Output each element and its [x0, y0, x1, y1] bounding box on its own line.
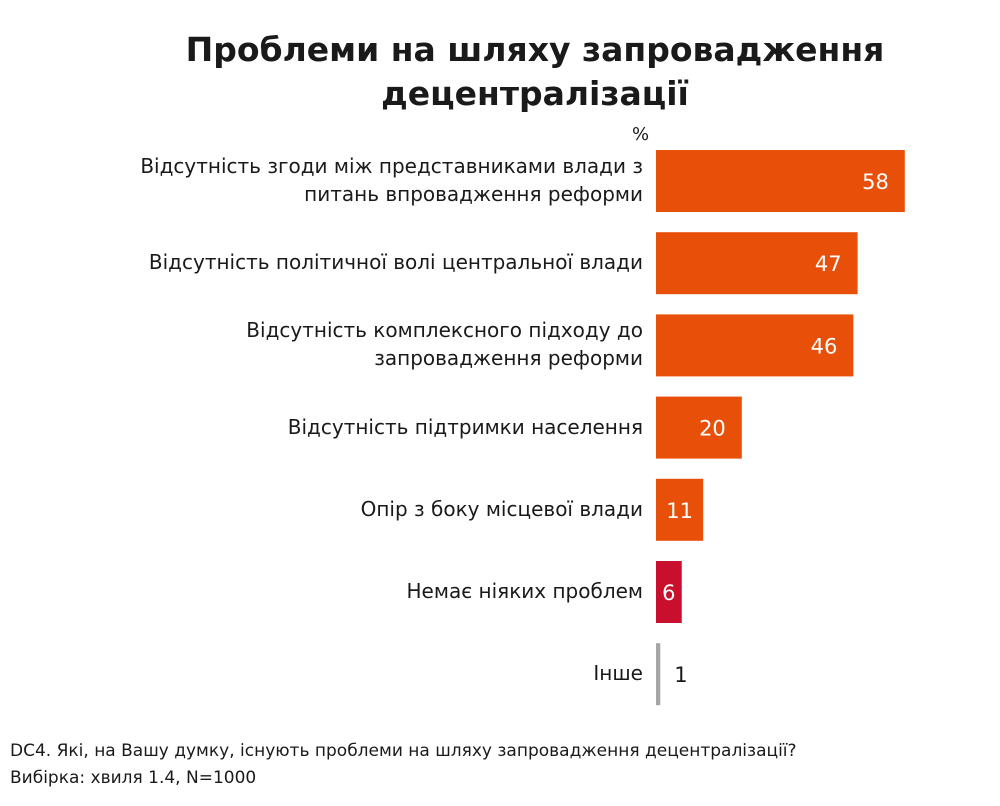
footnote-sample: Вибірка: хвиля 1.4, N=1000 [10, 768, 257, 788]
footnote: DC4. Які, на Вашу думку, існують проблем… [10, 738, 797, 792]
data-label-5: 6 [662, 581, 675, 605]
category-label-0-line-0: Відсутність згоди між представниками вла… [140, 154, 643, 178]
category-label-1-line-0: Відсутність політичної волі центральної … [148, 250, 643, 275]
category-label-5: Немає ніяких проблем [23, 577, 643, 605]
category-label-6: Інше [23, 659, 643, 687]
category-label-6-line-0: Інше [593, 661, 643, 686]
data-label-1: 47 [815, 252, 842, 276]
category-label-1: Відсутність політичної волі центральної … [23, 248, 643, 276]
bar-5 [656, 561, 682, 623]
category-label-5-line-0: Немає ніяких проблем [406, 579, 643, 603]
bar-3 [656, 396, 742, 459]
bar-1 [656, 232, 858, 295]
footnote-question: DC4. Які, на Вашу думку, існують проблем… [10, 741, 797, 761]
category-label-3-line-0: Відсутність підтримки населення [287, 414, 643, 439]
data-label-2: 46 [811, 334, 838, 358]
bar-4 [656, 478, 704, 541]
category-label-2-line-0: Відсутність комплексного підходу до [246, 318, 643, 343]
chart-title-line-2: децентралізації [381, 74, 689, 113]
category-label-3: Відсутність підтримки населення [23, 413, 643, 441]
data-label-0: 58 [862, 170, 889, 194]
category-label-4-line-0: Опір з боку місцевої влади [360, 496, 643, 521]
data-label-6: 1 [674, 663, 687, 687]
unit-label: % [632, 124, 650, 145]
category-label-0-line-1: питань впровадження реформи [304, 182, 643, 206]
data-label-4: 11 [666, 499, 693, 523]
category-label-4: Опір з боку місцевої влади [23, 495, 643, 523]
category-label-2-line-1: запровадження реформи [374, 346, 643, 371]
chart-title-line-1: Проблеми на шляху запровадження [185, 30, 885, 69]
bar-6 [656, 643, 661, 706]
bar-0 [656, 150, 905, 212]
category-label-0: Відсутність згоди між представниками вла… [23, 152, 643, 208]
data-label-3: 20 [699, 417, 726, 441]
category-label-2: Відсутність комплексного підходу до запро… [23, 316, 643, 372]
chart-title: Проблеми на шляху запровадження децентра… [0, 28, 1000, 116]
bar-2 [656, 314, 854, 377]
